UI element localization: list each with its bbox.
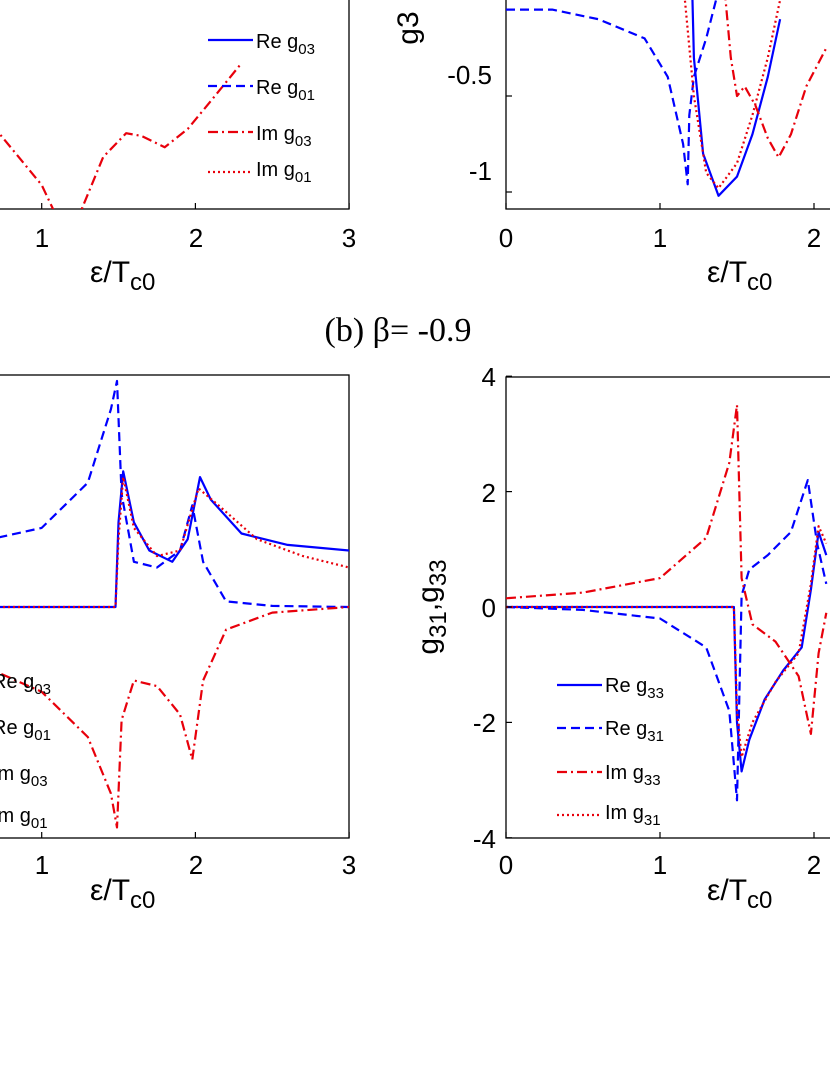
y-tick-label: 2 (482, 478, 496, 508)
series-re-g (691, 0, 782, 197)
legend-sub: 03 (298, 41, 315, 58)
x-tick-label: 2 (807, 850, 821, 880)
y-tick-label: 4 (482, 362, 496, 392)
legend-sub: 33 (647, 685, 664, 702)
legend-sub: 01 (295, 169, 312, 186)
x-tick-label: 0 (499, 850, 513, 880)
x-tick-label: 1 (653, 223, 667, 253)
legend-label-re-g31: Re g31 (605, 718, 664, 745)
x-tick-label: 3 (342, 850, 356, 880)
x-axis-label: ε/Tc0 (707, 256, 772, 296)
y-tick-label: -0.5 (447, 60, 492, 90)
legend-sub: 33 (644, 772, 661, 789)
legend-sub: 01 (34, 727, 51, 744)
legend-sub: 31 (647, 728, 664, 745)
x-axis-label: ε/Tc0 (90, 874, 155, 914)
y-ticks (506, 95, 512, 193)
legend-label-re-g03: Re g03 (0, 671, 51, 698)
legend-sub: 01 (298, 87, 315, 104)
legend-label-im-g33: Im g33 (605, 762, 661, 789)
series-im-g03 (0, 605, 349, 829)
x-axis-subscript: c0 (747, 269, 772, 296)
x-tick-label: 3 (342, 223, 356, 253)
plot-area (0, 379, 349, 829)
y-axis-label: g3 (392, 11, 425, 44)
y-axis-sub: 33 (425, 559, 452, 586)
x-ticks (505, 203, 815, 209)
plot-frame (0, 0, 350, 210)
panel-b-right: 4 2 0 -2 -4 0 1 2 ε/Tc0 g31,g33 Re g33 R… (412, 362, 830, 914)
legend-sub: 03 (295, 133, 312, 150)
legend: Re g03 Re g01 Im g03 Im g01 (208, 31, 315, 186)
series-im-g (724, 0, 828, 159)
series-re-g31 (506, 479, 828, 802)
panel-a-right: -0.5 -1 0 1 2 ε/Tc0 g3 (392, 0, 830, 296)
legend-sub: 03 (34, 681, 51, 698)
panel-a-left: 1 2 3 ε/Tc0 Re g03 Re g01 Im g03 Im g01 (0, 0, 356, 296)
series-im-g03 (0, 62, 243, 209)
y-tick-label: 0 (482, 593, 496, 623)
x-axis-label: ε/Tc0 (707, 874, 772, 914)
x-ticks (41, 832, 350, 838)
x-tick-label: 1 (35, 850, 49, 880)
legend-label-re-g03: Re g03 (256, 31, 315, 58)
legend-sub: 01 (31, 815, 48, 832)
panel-title-b: (b) β= -0.9 (325, 312, 472, 349)
plot-area (506, 403, 828, 802)
legend-label-re-g01: Re g01 (0, 717, 51, 744)
legend: Re g33 Re g31 Im g33 Im g31 (557, 675, 664, 829)
series-re-g03 (0, 470, 349, 609)
series-im-g31 (506, 525, 828, 759)
series-im-g33 (506, 403, 828, 736)
series-re-g33 (506, 530, 828, 773)
x-tick-label: 2 (189, 223, 203, 253)
y-axis-sub: 31 (425, 611, 452, 638)
x-axis-subscript: c0 (747, 887, 772, 914)
plot-frame (505, 0, 830, 210)
plot-area (0, 62, 243, 209)
panel-b-left: 1 2 3 ε/Tc0 Re g03 Re g01 Im g03 Im g01 (0, 374, 356, 914)
x-ticks (41, 203, 350, 209)
y-axis-label: g31,g33 (412, 559, 452, 654)
x-tick-label: 0 (499, 223, 513, 253)
y-tick-label: -1 (469, 156, 492, 186)
series-re-g01 (0, 379, 349, 609)
x-tick-label: 1 (653, 850, 667, 880)
x-tick-label: 2 (189, 850, 203, 880)
x-tick-label: 2 (807, 223, 821, 253)
legend-label-im-g01: Im g01 (0, 805, 48, 832)
plot-area (506, 0, 828, 197)
legend-label-re-g33: Re g33 (605, 675, 664, 702)
y-tick-label: -2 (473, 708, 496, 738)
x-axis-subscript: c0 (130, 887, 155, 914)
legend-label-im-g03: Im g03 (0, 763, 48, 790)
x-tick-label: 1 (35, 223, 49, 253)
y-tick-label: -4 (473, 824, 496, 854)
legend-label-im-g01: Im g01 (256, 159, 312, 186)
legend-sub: 31 (644, 812, 661, 829)
x-axis-subscript: c0 (130, 269, 155, 296)
legend-label-re-g01: Re g01 (256, 77, 315, 104)
x-axis-label: ε/Tc0 (90, 256, 155, 296)
series-re-g (506, 0, 718, 186)
legend-sub: 03 (31, 773, 48, 790)
y-ticks (506, 375, 512, 839)
series-im-g01 (0, 476, 349, 609)
legend-label-im-g03: Im g03 (256, 123, 312, 150)
legend-label-im-g31: Im g31 (605, 802, 661, 829)
x-ticks (505, 832, 815, 838)
legend: Re g03 Re g01 Im g03 Im g01 (0, 671, 51, 832)
